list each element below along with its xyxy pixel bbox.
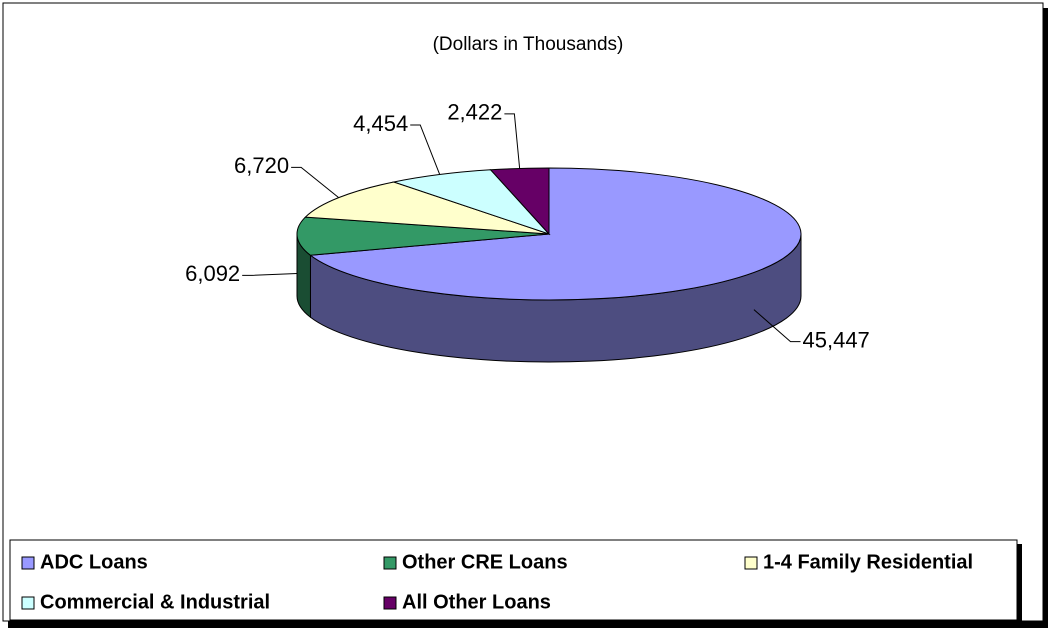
legend-label: ADC Loans [40, 551, 148, 573]
legend-swatch [383, 556, 397, 570]
slice [296, 216, 550, 256]
leader-line [504, 113, 521, 169]
chart-subtitle: (Dollars in Thousands) [433, 34, 624, 55]
leader-line [242, 272, 298, 276]
data-label: 2,422 [447, 100, 502, 125]
leader-line [753, 309, 801, 343]
legend-label: All Other Loans [402, 591, 551, 613]
legend-label: 1-4 Family Residential [763, 551, 973, 573]
slice [309, 167, 802, 301]
legend-swatch [21, 556, 35, 570]
data-label: 45,447 [803, 327, 870, 352]
data-label: 6,092 [185, 261, 240, 286]
data-label: 6,720 [234, 153, 289, 178]
leader-line [291, 166, 339, 199]
leader-line [410, 124, 441, 175]
data-label: 4,454 [353, 111, 408, 136]
slice [391, 169, 551, 236]
slice [489, 167, 550, 236]
legend-swatch [744, 556, 758, 570]
slice [304, 181, 550, 235]
legend-swatch [21, 596, 35, 610]
legend-label: Other CRE Loans [402, 551, 568, 573]
legend-swatch [383, 596, 397, 610]
legend-label: Commercial & Industrial [40, 591, 270, 613]
legend [9, 539, 1018, 621]
